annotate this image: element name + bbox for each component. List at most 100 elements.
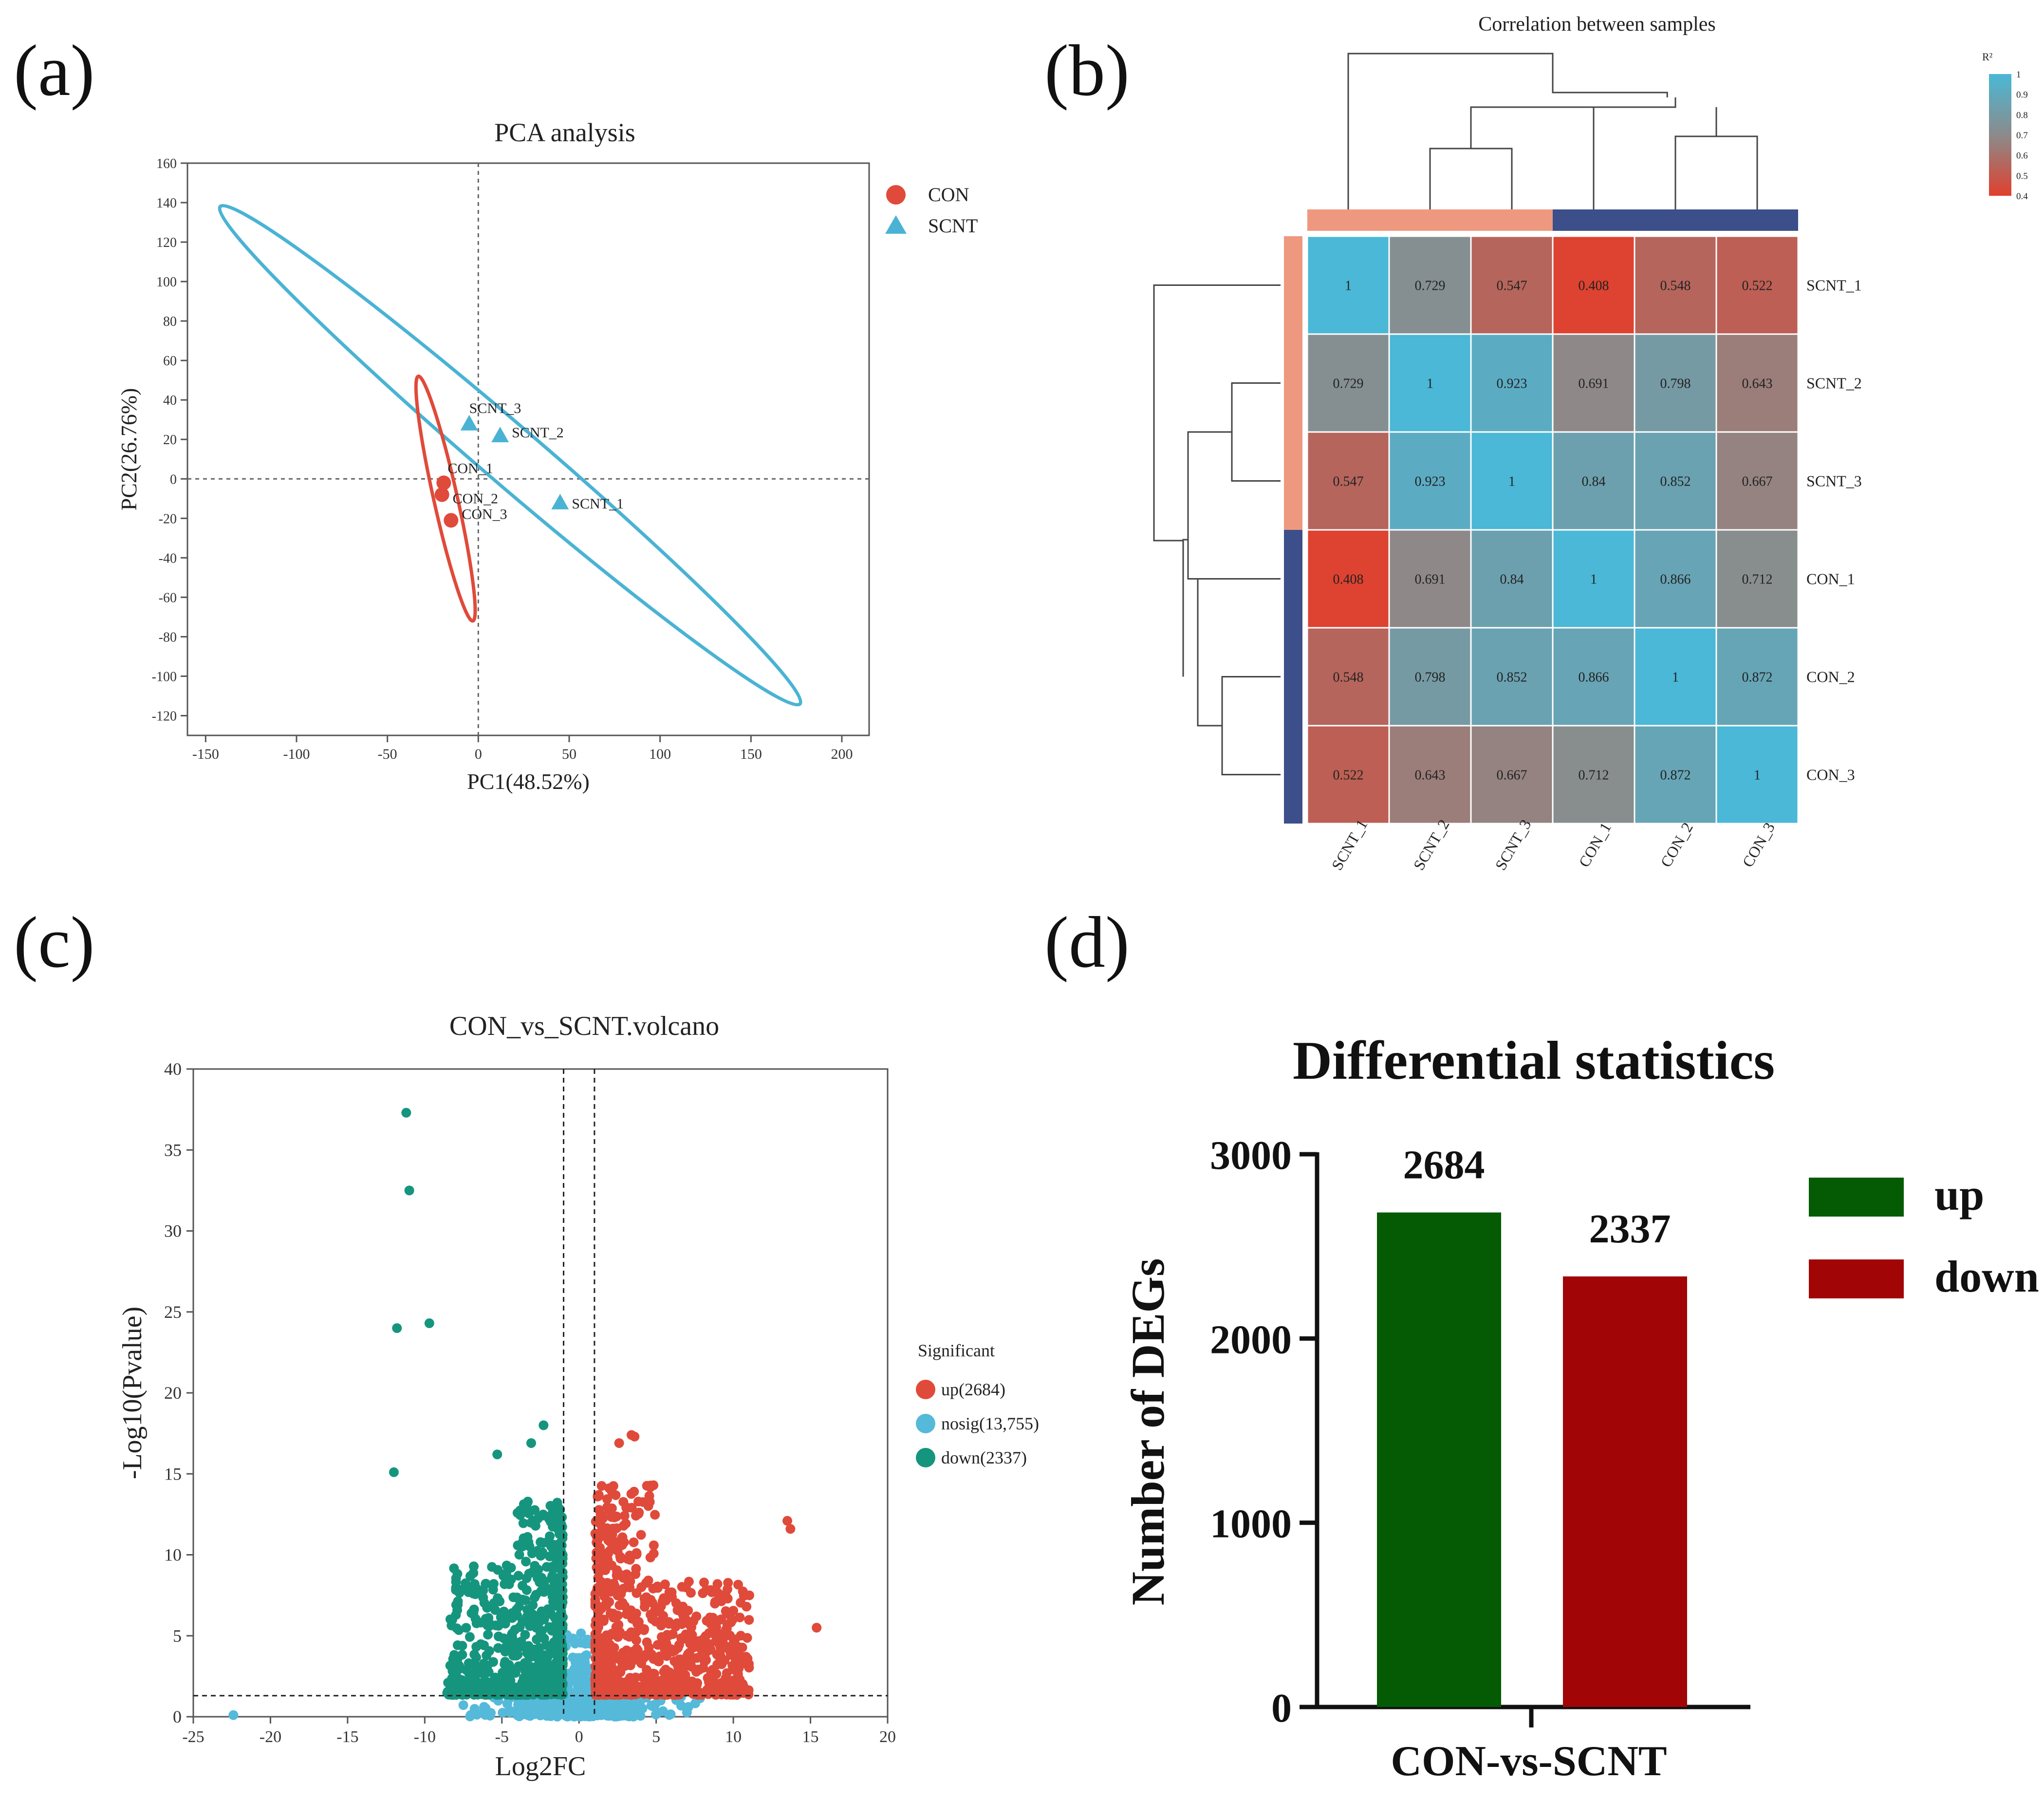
volcano-point-up bbox=[678, 1687, 688, 1697]
volcano-point-down bbox=[484, 1621, 494, 1632]
volcano-point-down bbox=[483, 1630, 493, 1640]
volcano-point-up bbox=[744, 1663, 754, 1673]
volcano-point-down bbox=[549, 1576, 559, 1586]
heatmap-cell-value: 0.866 bbox=[1660, 572, 1691, 587]
volcano-legend-marker bbox=[916, 1414, 935, 1433]
volcano-point-up bbox=[626, 1489, 636, 1499]
pca-y-tick-label: 0 bbox=[170, 472, 177, 487]
pca-y-tick-label: -40 bbox=[159, 551, 177, 566]
volcano-point-up bbox=[662, 1651, 672, 1661]
pca-point-con_2 bbox=[434, 487, 449, 502]
heatmap-legend-title: R² bbox=[1982, 51, 1993, 63]
heatmap-cell bbox=[1715, 529, 1799, 629]
volcano-point-up bbox=[660, 1579, 670, 1590]
heatmap-cell-value: 0.548 bbox=[1333, 670, 1364, 685]
heatmap-cell bbox=[1634, 529, 1717, 629]
volcano-point-up bbox=[636, 1658, 647, 1669]
heatmap-cell-value: 0.729 bbox=[1415, 279, 1446, 294]
heatmap-cell-value: 0.712 bbox=[1742, 572, 1773, 587]
heatmap-col-label: SCNT_1 bbox=[1328, 816, 1371, 873]
heatmap-row-label: SCNT_3 bbox=[1806, 472, 1862, 490]
volcano-point-down bbox=[465, 1632, 475, 1642]
volcano-point-down bbox=[552, 1682, 562, 1692]
heatmap-legend-bar bbox=[1989, 74, 2011, 196]
volcano-point-down bbox=[526, 1438, 536, 1448]
heatmap-cell bbox=[1634, 333, 1717, 433]
volcano-point-nosig bbox=[630, 1703, 640, 1713]
volcano-point-up bbox=[661, 1595, 671, 1606]
volcano-point-up bbox=[639, 1625, 649, 1635]
volcano-point-nosig bbox=[228, 1710, 239, 1720]
volcano-point-down bbox=[493, 1593, 503, 1603]
volcano-point-down bbox=[392, 1323, 402, 1333]
volcano-legend-label: nosig(13,755) bbox=[941, 1414, 1039, 1433]
volcano-legend-marker bbox=[916, 1380, 935, 1399]
heatmap-cell-value: 0.729 bbox=[1333, 376, 1364, 392]
volcano-point-up bbox=[664, 1619, 674, 1629]
volcano-point-up bbox=[622, 1631, 632, 1641]
volcano-point-up bbox=[602, 1494, 612, 1504]
volcano-point-down bbox=[453, 1599, 463, 1610]
heatmap-col-group-bar bbox=[1389, 209, 1471, 231]
heatmap-col-label: CON_1 bbox=[1575, 819, 1615, 870]
volcano-x-tick-label: 15 bbox=[802, 1728, 819, 1746]
pca-y-tick-label: 100 bbox=[156, 275, 177, 290]
heatmap-legend-tick: 0.7 bbox=[2016, 131, 2028, 141]
volcano-point-down bbox=[503, 1638, 513, 1649]
volcano-point-up bbox=[631, 1635, 641, 1645]
volcano-point-nosig bbox=[498, 1707, 508, 1718]
volcano-point-up bbox=[612, 1565, 622, 1575]
volcano-y-tick-label: 40 bbox=[164, 1059, 182, 1079]
volcano-point-up bbox=[676, 1633, 687, 1643]
heatmap-row-group-bar bbox=[1284, 334, 1302, 432]
heatmap-cell bbox=[1470, 431, 1554, 531]
volcano-point-nosig bbox=[620, 1706, 631, 1716]
volcano-point-down bbox=[552, 1510, 562, 1520]
volcano-point-up bbox=[728, 1675, 738, 1686]
volcano-point-up bbox=[626, 1690, 636, 1700]
volcano-point-up bbox=[740, 1653, 750, 1663]
volcano-point-up bbox=[641, 1678, 651, 1688]
heatmap-cell bbox=[1388, 431, 1472, 531]
volcano-point-down bbox=[471, 1678, 482, 1688]
heatmap-cell bbox=[1715, 725, 1799, 825]
volcano-point-down bbox=[546, 1517, 556, 1527]
heatmap-cell bbox=[1552, 529, 1635, 629]
volcano-point-down bbox=[511, 1651, 521, 1661]
volcano-point-up bbox=[692, 1653, 702, 1663]
volcano-point-nosig bbox=[658, 1706, 668, 1716]
volcano-point-up bbox=[617, 1533, 627, 1543]
volcano-point-up bbox=[645, 1650, 655, 1660]
volcano-point-down bbox=[507, 1629, 518, 1639]
volcano-point-up bbox=[812, 1623, 822, 1633]
heatmap-title: Correlation between samples bbox=[1478, 13, 1716, 36]
volcano-point-up bbox=[680, 1613, 690, 1624]
volcano-point-down bbox=[514, 1550, 524, 1560]
pca-y-tick-label: 60 bbox=[163, 354, 177, 369]
pca-legend-label: CON bbox=[928, 184, 969, 206]
heatmap-legend-tick: 0.5 bbox=[2016, 171, 2028, 181]
heatmap-plot: 1 0.729 0.547 0.408 0.548 0.522 0.729 1 0.923 0.6… bbox=[1153, 51, 2028, 873]
volcano-point-up bbox=[633, 1509, 644, 1519]
volcano-point-up bbox=[636, 1530, 646, 1540]
volcano-point-up bbox=[708, 1613, 718, 1623]
volcano-point-down bbox=[521, 1557, 531, 1567]
heatmap-cell bbox=[1552, 725, 1635, 825]
volcano-point-nosig bbox=[576, 1628, 586, 1638]
volcano-point-down bbox=[520, 1595, 531, 1605]
volcano-point-down bbox=[481, 1613, 491, 1624]
volcano-point-up bbox=[614, 1600, 625, 1611]
volcano-point-down bbox=[505, 1675, 516, 1686]
volcano-x-tick-label: 5 bbox=[652, 1728, 660, 1746]
volcano-point-down bbox=[500, 1657, 510, 1667]
volcano-point-down bbox=[539, 1420, 549, 1430]
pca-y-tick-label: 20 bbox=[163, 432, 177, 448]
volcano-point-up bbox=[725, 1617, 735, 1628]
volcano-x-tick-label: 20 bbox=[879, 1728, 896, 1746]
volcano-point-up bbox=[723, 1577, 733, 1588]
volcano-point-up bbox=[590, 1589, 600, 1599]
heatmap-row-group-bar bbox=[1284, 432, 1302, 530]
volcano-point-down bbox=[452, 1569, 463, 1579]
volcano-point-down bbox=[495, 1689, 505, 1699]
